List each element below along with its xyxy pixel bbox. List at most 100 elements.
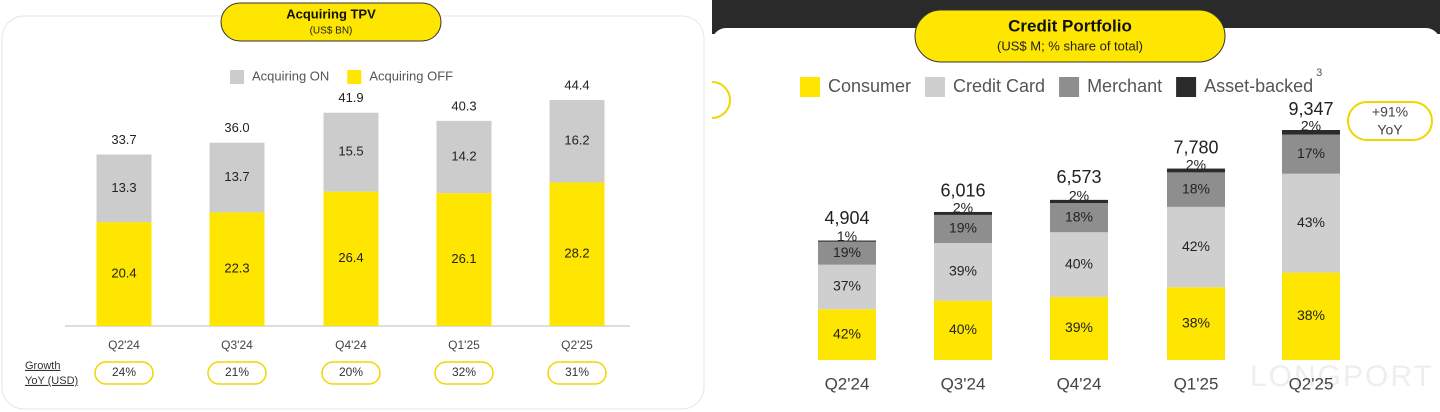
total-label: 36.0 xyxy=(224,120,249,135)
growth-pill xyxy=(94,361,154,385)
data-label: 14.2 xyxy=(451,148,476,163)
data-label: 26.1 xyxy=(451,251,476,266)
bar-segment xyxy=(1167,287,1225,360)
bar-segment xyxy=(323,191,379,326)
data-label: 38% xyxy=(1297,307,1325,323)
bar-segment xyxy=(1282,134,1340,174)
legend-label: Credit Card xyxy=(953,76,1045,96)
bar-segment xyxy=(1282,173,1340,273)
data-label: 26.4 xyxy=(338,250,363,265)
x-tick-label: Q1'25 xyxy=(448,338,480,352)
data-label: 18% xyxy=(1182,180,1210,196)
legend-swatch xyxy=(1176,77,1197,97)
bar-segment xyxy=(209,212,265,326)
data-label: 40% xyxy=(949,321,977,337)
total-label: 33.7 xyxy=(111,132,136,147)
annotation-pill xyxy=(1347,101,1433,141)
annotation: +91% xyxy=(1372,104,1408,120)
bar-segment xyxy=(323,112,379,192)
data-label: 19% xyxy=(833,244,861,260)
x-tick-label: Q2'24 xyxy=(108,338,140,352)
data-label: 39% xyxy=(1065,319,1093,335)
data-label: 42% xyxy=(833,325,861,341)
legend-label: Acquiring ON xyxy=(252,68,329,83)
data-label: 15.5 xyxy=(338,144,363,159)
growth-pill xyxy=(207,361,267,385)
total-label: 7,780 xyxy=(1173,137,1218,157)
x-tick-label: Q2'25 xyxy=(561,338,593,352)
legend-swatch xyxy=(925,77,946,97)
data-label: 2% xyxy=(1301,118,1321,134)
growth-label: 32% xyxy=(452,365,476,379)
x-tick-label: Q4'24 xyxy=(1057,374,1102,393)
bar-segment xyxy=(934,211,992,215)
bar-segment xyxy=(818,240,876,242)
bar-segment xyxy=(1282,272,1340,360)
data-label: 2% xyxy=(1186,156,1206,172)
bar-segment xyxy=(549,182,605,326)
bar-segment xyxy=(1167,206,1225,288)
data-label: 17% xyxy=(1297,145,1325,161)
total-label: 41.9 xyxy=(338,90,363,105)
total-label: 6,573 xyxy=(1056,167,1101,187)
chart-subtitle: (US$ BN) xyxy=(310,26,353,37)
data-label: 42% xyxy=(1182,238,1210,254)
bar-segment xyxy=(934,243,992,301)
legend-swatch xyxy=(1059,77,1080,97)
bar-segment xyxy=(96,222,152,326)
total-label: 44.4 xyxy=(564,77,589,92)
x-tick-label: Q4'24 xyxy=(335,338,367,352)
data-label: 2% xyxy=(1069,188,1089,204)
growth-label: Growth xyxy=(25,360,60,372)
bar-segment xyxy=(1282,130,1340,135)
bar-segment xyxy=(1050,203,1108,233)
data-label: 37% xyxy=(833,278,861,294)
growth-label: 21% xyxy=(225,365,249,379)
data-label: 28.2 xyxy=(564,246,589,261)
growth-label: 20% xyxy=(339,365,363,379)
x-tick-label: Q1'25 xyxy=(1174,374,1219,393)
legend-footnote: 3 xyxy=(1316,67,1322,79)
legend-swatch xyxy=(230,70,244,84)
growth-label: 31% xyxy=(565,365,589,379)
bar-segment xyxy=(96,154,152,223)
bar-segment xyxy=(1167,168,1225,173)
data-label: 40% xyxy=(1065,255,1093,271)
data-label: 39% xyxy=(949,263,977,279)
legend-swatch xyxy=(800,77,820,97)
data-label: 19% xyxy=(949,220,977,236)
growth-label: 24% xyxy=(112,365,136,379)
x-tick-label: Q2'25 xyxy=(1289,374,1334,393)
bar-segment xyxy=(549,100,605,183)
legend-swatch xyxy=(347,70,362,84)
growth-pill xyxy=(434,361,494,385)
legend-label: Acquiring OFF xyxy=(369,68,453,83)
bar-segment xyxy=(436,193,492,326)
total-label: 40.3 xyxy=(451,98,476,113)
total-label: 4,904 xyxy=(824,208,869,228)
x-tick-label: Q2'24 xyxy=(825,374,870,393)
data-label: 1% xyxy=(837,228,857,244)
data-label: 43% xyxy=(1297,214,1325,230)
title-pill xyxy=(220,2,442,42)
growth-pill xyxy=(547,361,607,385)
annotation: YoY xyxy=(1377,122,1403,138)
bar-segment xyxy=(209,142,265,213)
bar-segment xyxy=(818,241,876,265)
watermark: LONGPORT xyxy=(1250,360,1434,393)
bar-segment xyxy=(1050,199,1108,204)
data-label: 38% xyxy=(1182,314,1210,330)
growth-pill xyxy=(321,361,381,385)
data-label: 2% xyxy=(953,200,973,216)
bar-segment xyxy=(1167,172,1225,207)
x-tick-label: Q3'24 xyxy=(221,338,253,352)
decoration xyxy=(711,81,731,119)
data-label: 13.3 xyxy=(111,180,136,195)
total-label: 9,347 xyxy=(1288,99,1333,119)
title-pill xyxy=(914,9,1226,63)
bar-segment xyxy=(934,214,992,244)
total-label: 6,016 xyxy=(940,181,985,201)
x-tick-label: Q3'24 xyxy=(941,374,986,393)
bar-segment xyxy=(436,120,492,194)
